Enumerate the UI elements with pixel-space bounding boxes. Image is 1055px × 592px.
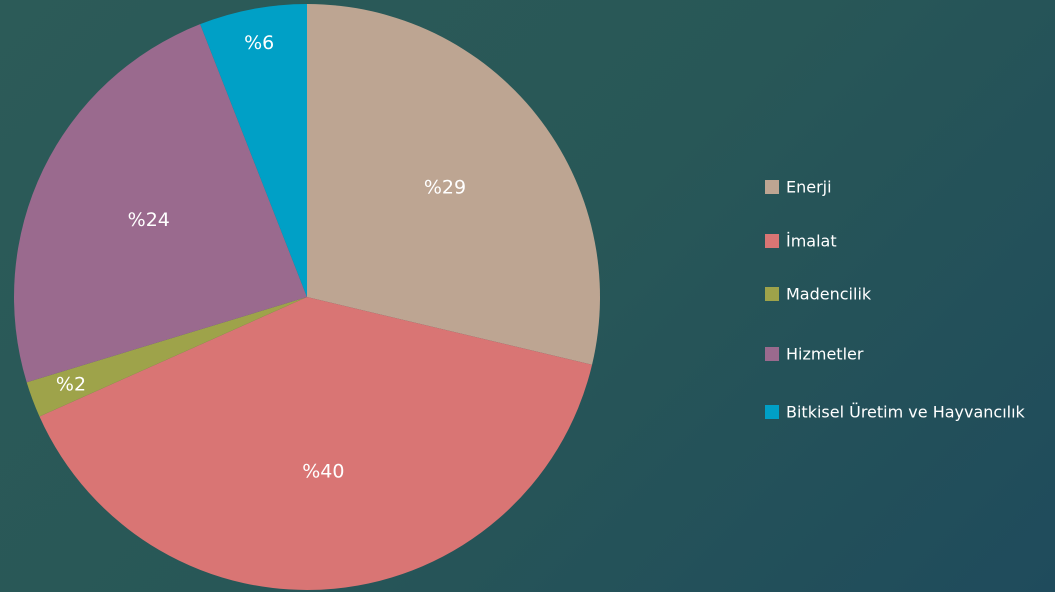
legend-swatch [765,180,779,194]
pie-slice [39,297,593,590]
legend-swatch [765,287,779,301]
pie-slice [200,4,307,297]
legend-label: Madencilik [786,285,872,304]
legend-label: Bitkisel Üretim ve Hayvancılık [786,403,1026,422]
slice-label: %29 [424,177,466,199]
pie-slice [13,24,308,383]
legend-swatch [765,347,779,361]
legend-swatch [765,405,779,419]
pie-slice [26,297,308,417]
pie-slice [307,4,600,365]
slice-label: %40 [302,461,344,483]
slice-label: %2 [56,374,86,396]
legend-label: Enerji [786,178,832,197]
slice-label: %24 [128,209,170,231]
legend-label: İmalat [786,232,837,251]
legend-swatch [765,234,779,248]
legend-label: Hizmetler [786,345,864,364]
slice-label: %6 [244,32,274,54]
